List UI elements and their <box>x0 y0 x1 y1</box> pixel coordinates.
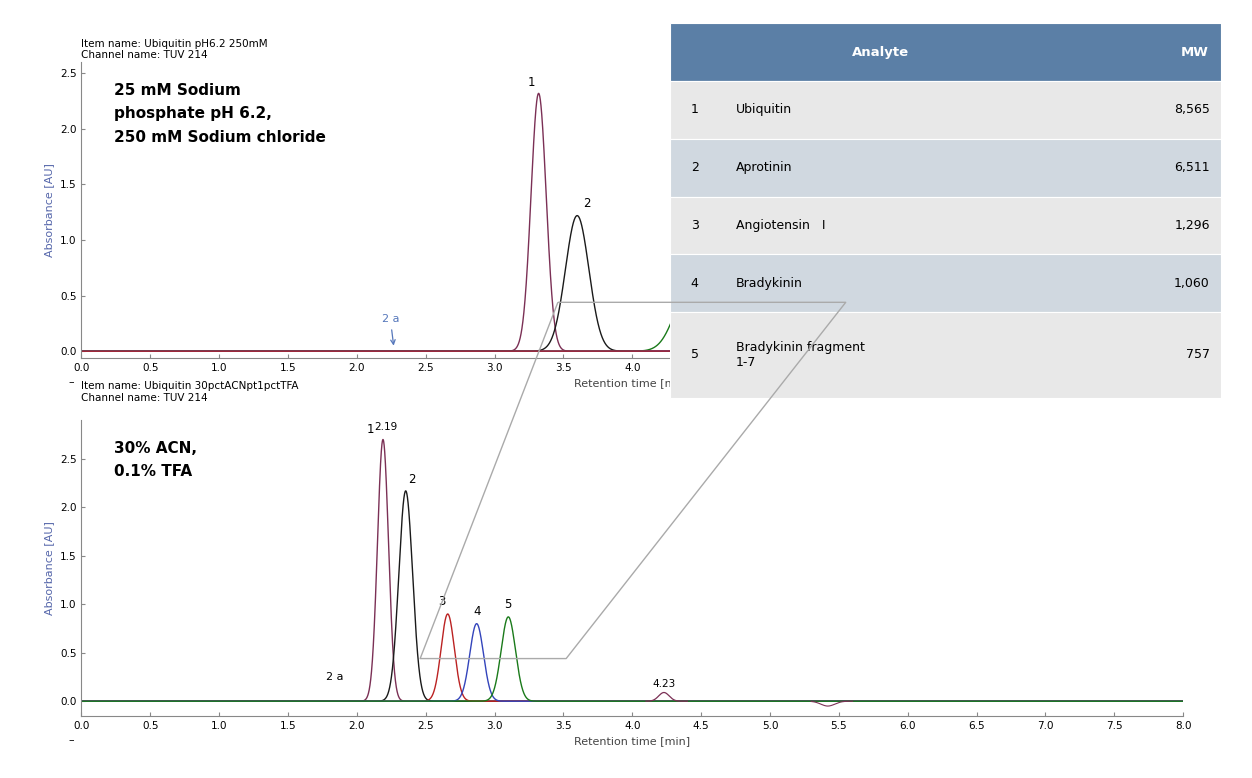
Bar <box>670 81 1221 139</box>
Text: 8,565: 8,565 <box>1174 103 1209 117</box>
Text: –: – <box>69 735 74 745</box>
X-axis label: Retention time [min]: Retention time [min] <box>575 378 690 388</box>
Text: 5: 5 <box>505 598 512 611</box>
Text: 2 a: 2 a <box>326 672 343 682</box>
Y-axis label: Absorbance [AU]: Absorbance [AU] <box>44 163 54 257</box>
Text: Bradykinin: Bradykinin <box>736 277 803 289</box>
Text: Angiotensin   I: Angiotensin I <box>736 219 825 232</box>
Text: 2: 2 <box>691 161 699 174</box>
Bar <box>670 23 1221 81</box>
Text: 6,511: 6,511 <box>1174 161 1209 174</box>
Text: 4: 4 <box>473 605 481 618</box>
Text: 5: 5 <box>681 269 689 282</box>
Text: Analyte: Analyte <box>851 46 909 58</box>
Text: 4: 4 <box>691 277 699 289</box>
Text: MW: MW <box>1181 46 1209 58</box>
Text: 3: 3 <box>804 297 811 310</box>
X-axis label: Retention time [min]: Retention time [min] <box>575 736 690 746</box>
Y-axis label: Absorbance [AU]: Absorbance [AU] <box>44 521 54 615</box>
Text: Bradykinin fragment
1-7: Bradykinin fragment 1-7 <box>736 341 865 369</box>
Text: 3: 3 <box>691 219 699 232</box>
Bar <box>670 197 1221 254</box>
Text: 1,296: 1,296 <box>1174 219 1209 232</box>
Text: Item name: Ubiquitin pH6.2 250mM: Item name: Ubiquitin pH6.2 250mM <box>81 39 268 49</box>
Text: 757: 757 <box>1186 349 1209 362</box>
Text: 30% ACN,
0.1% TFA: 30% ACN, 0.1% TFA <box>114 441 198 479</box>
Text: 2: 2 <box>583 197 591 210</box>
Text: 2.19: 2.19 <box>374 422 397 432</box>
Text: –: – <box>69 377 74 387</box>
Text: Ubiquitin: Ubiquitin <box>736 103 793 117</box>
Text: Item name: Ubiquitin 30pctACNpt1pctTFA: Item name: Ubiquitin 30pctACNpt1pctTFA <box>81 381 299 391</box>
Text: 1: 1 <box>691 103 699 117</box>
Text: Channel name: TUV 214: Channel name: TUV 214 <box>81 51 208 61</box>
Text: 2 a: 2 a <box>382 314 399 345</box>
Text: 2: 2 <box>408 473 416 486</box>
Text: 1,060: 1,060 <box>1174 277 1209 289</box>
Bar <box>670 312 1221 398</box>
Bar <box>670 254 1221 312</box>
Text: Channel name: TUV 214: Channel name: TUV 214 <box>81 393 208 403</box>
Text: 1: 1 <box>528 76 536 89</box>
Text: 5: 5 <box>691 349 699 362</box>
Text: 4: 4 <box>765 293 772 306</box>
Text: 1: 1 <box>367 422 374 436</box>
Text: 4.23: 4.23 <box>652 678 676 689</box>
Bar <box>670 139 1221 197</box>
Text: 3: 3 <box>438 595 446 608</box>
Text: Aprotinin: Aprotinin <box>736 161 793 174</box>
Text: 25 mM Sodium
phosphate pH 6.2,
250 mM Sodium chloride: 25 mM Sodium phosphate pH 6.2, 250 mM So… <box>114 83 327 145</box>
